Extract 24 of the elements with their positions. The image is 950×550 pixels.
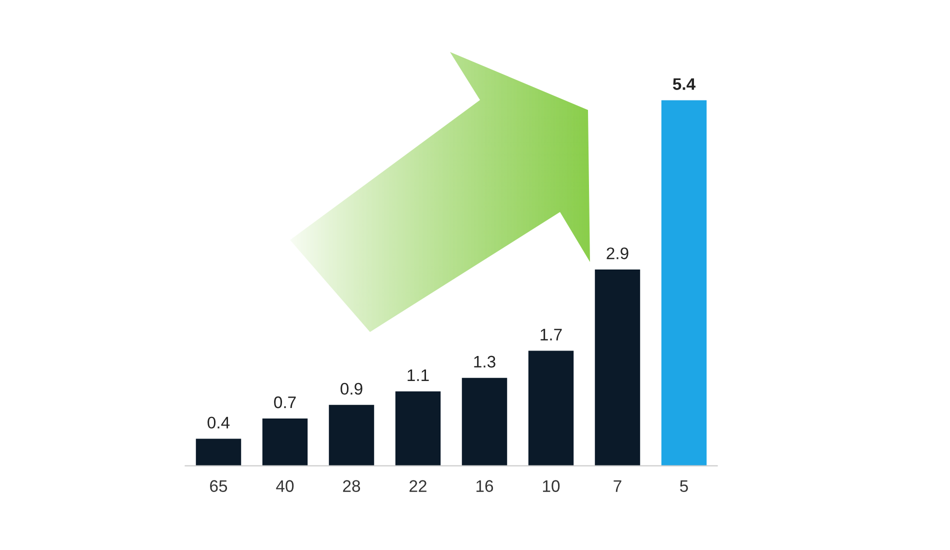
x-tick-label: 5 bbox=[680, 480, 688, 492]
x-tick-label: 7 bbox=[614, 480, 622, 492]
bar bbox=[395, 391, 441, 466]
x-tick-label: 28 bbox=[343, 480, 360, 492]
data-label: 1.7 bbox=[540, 328, 562, 340]
data-label: 0.9 bbox=[340, 382, 362, 395]
data-label: 0.7 bbox=[274, 396, 296, 408]
x-tick-label: 16 bbox=[476, 480, 494, 492]
data-label: 0.4 bbox=[208, 416, 230, 429]
x-tick-label: 22 bbox=[410, 480, 426, 492]
bar bbox=[262, 418, 308, 466]
x-tick-label: 10 bbox=[543, 480, 560, 492]
data-label: 1.3 bbox=[474, 356, 496, 368]
bar bbox=[661, 100, 707, 466]
data-label: 2.9 bbox=[606, 247, 628, 260]
bar bbox=[528, 350, 574, 466]
x-tick-label: 65 bbox=[210, 480, 228, 492]
bar bbox=[328, 404, 374, 466]
bar bbox=[462, 378, 508, 466]
bar bbox=[196, 438, 242, 466]
bar bbox=[594, 269, 640, 466]
data-label: 1.1 bbox=[408, 369, 429, 381]
data-label: 5.4 bbox=[672, 78, 696, 90]
x-tick-label: 40 bbox=[276, 480, 294, 492]
